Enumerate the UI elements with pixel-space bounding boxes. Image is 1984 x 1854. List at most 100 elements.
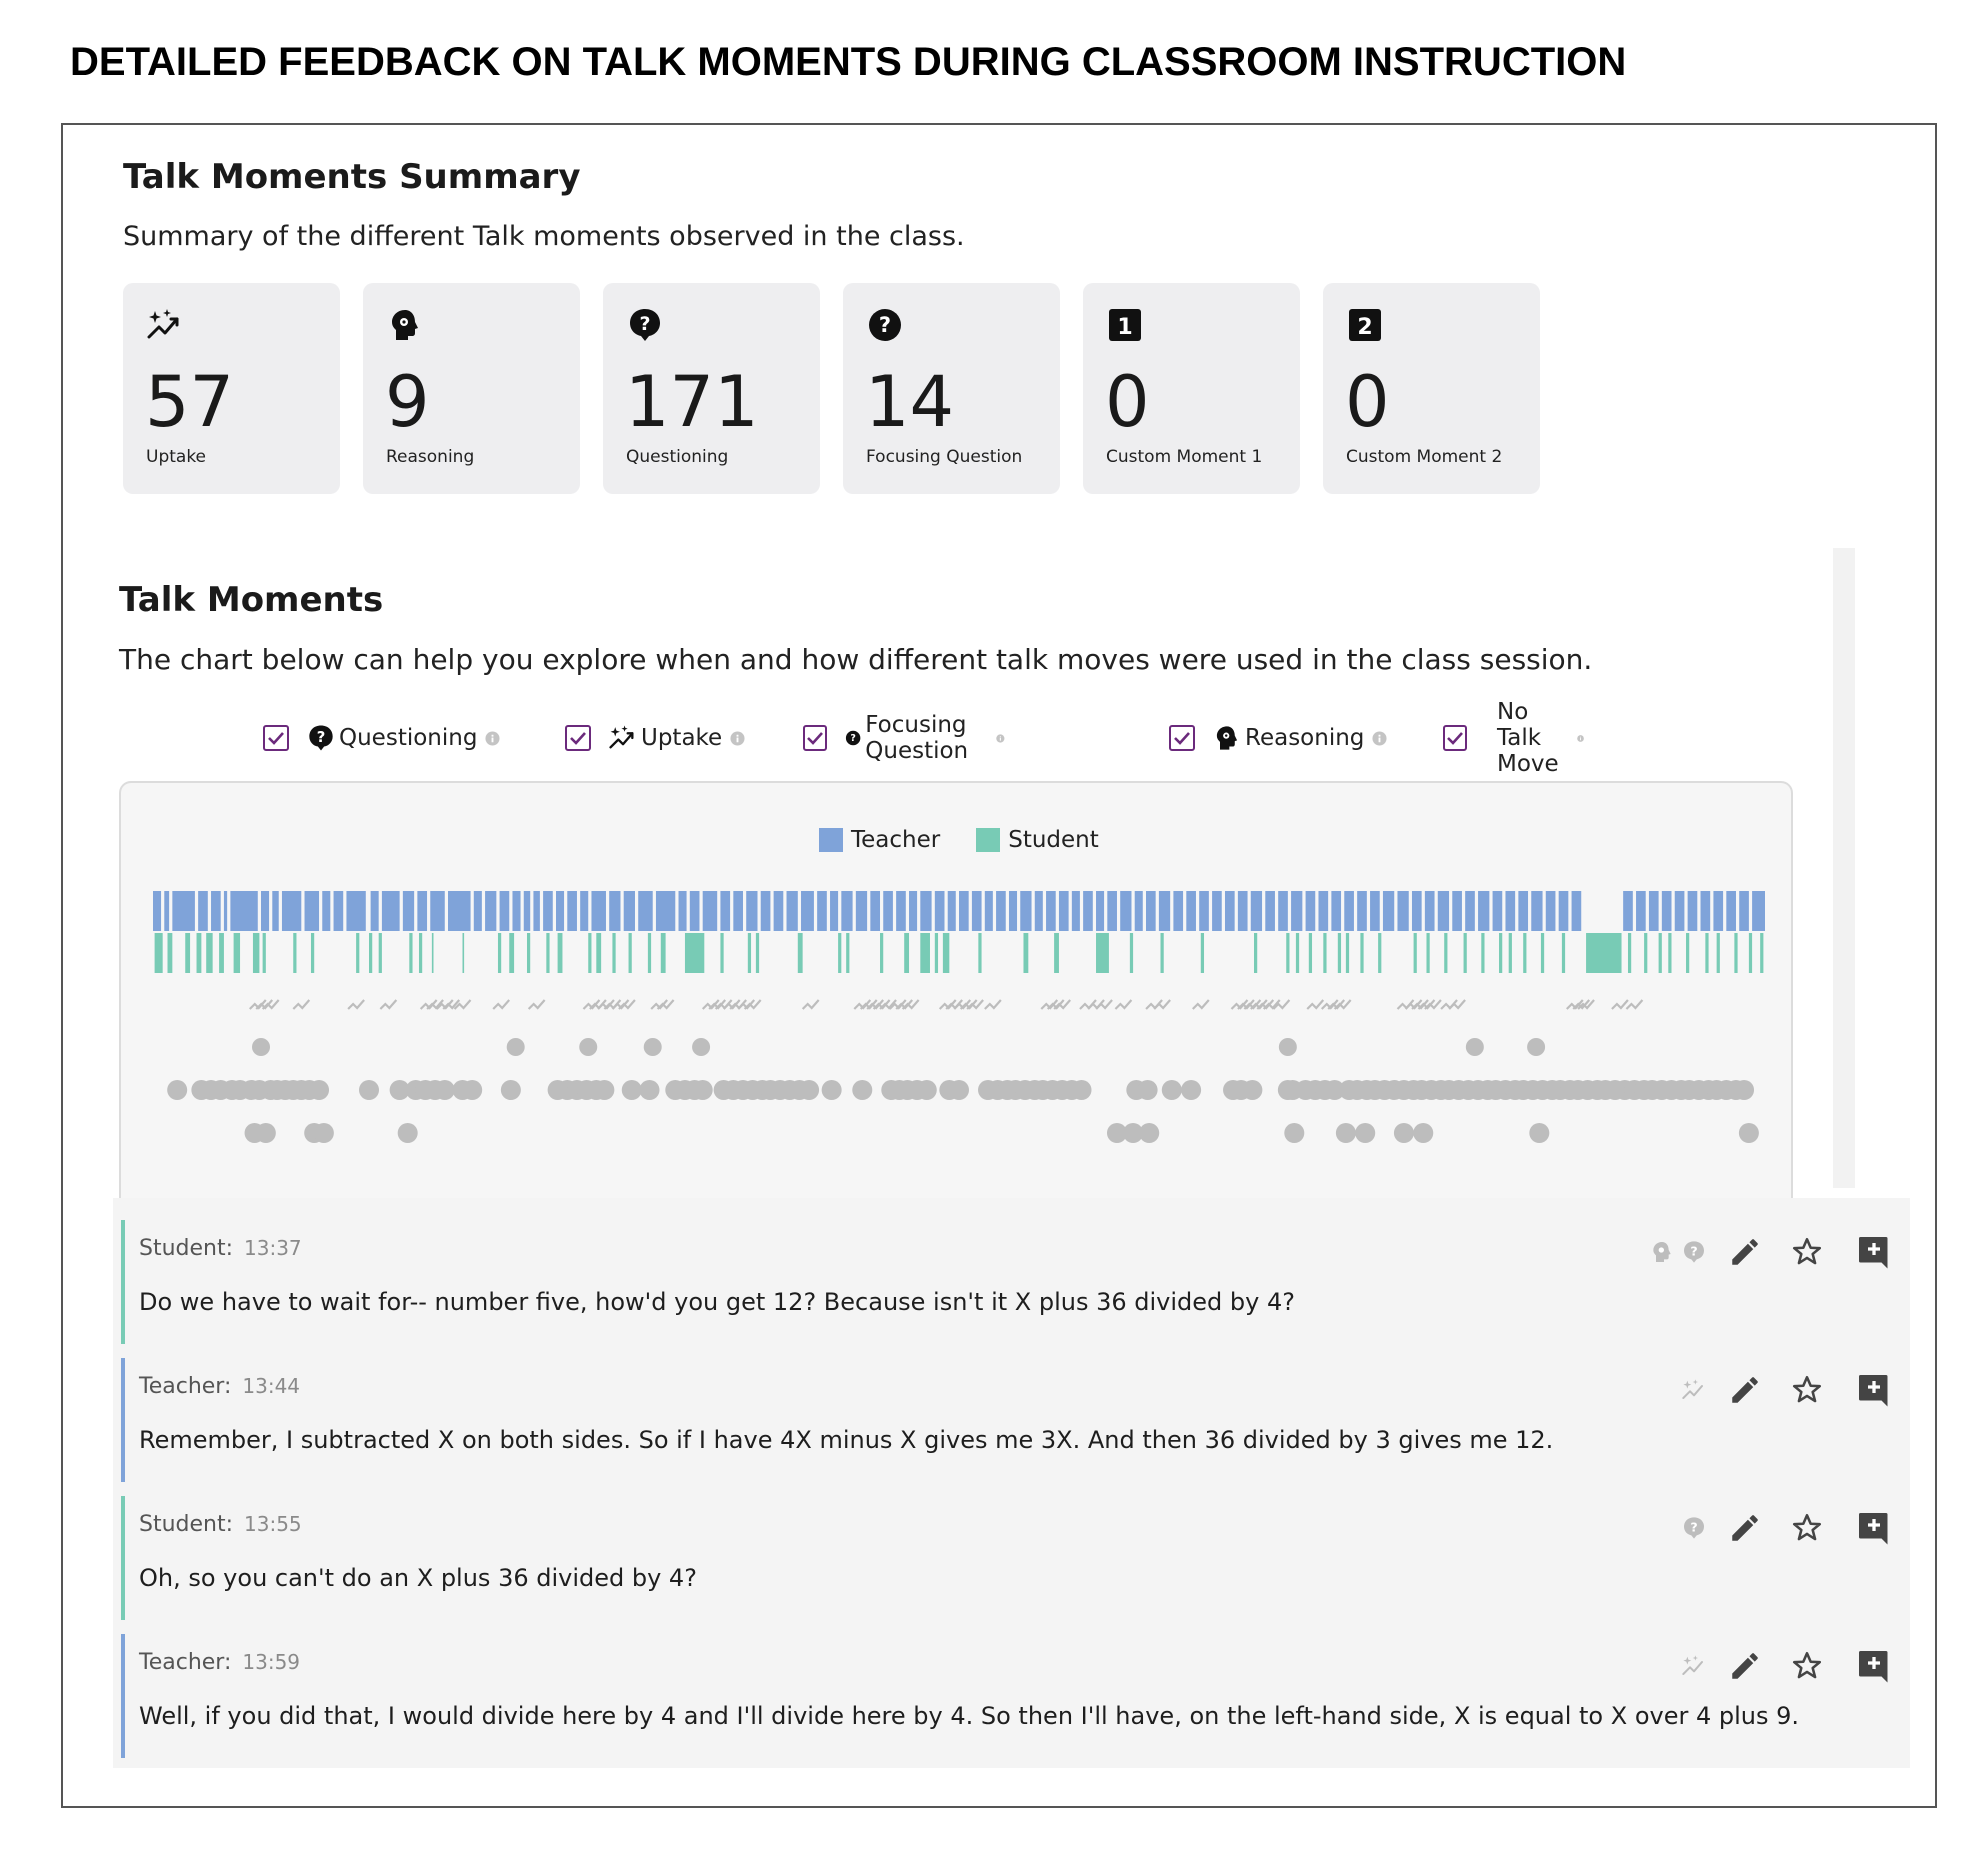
teacher-segment[interactable] [1478, 891, 1490, 931]
student-segment[interactable] [1054, 933, 1059, 973]
teacher-segment[interactable] [760, 891, 771, 931]
legend-teacher[interactable]: Teacher [819, 827, 940, 853]
teacher-segment[interactable] [1008, 891, 1018, 931]
edit-icon[interactable] [1728, 1649, 1762, 1683]
teacher-segment[interactable] [733, 891, 743, 931]
questioning-marker[interactable] [359, 1080, 380, 1100]
student-segment[interactable] [1160, 933, 1164, 973]
student-segment[interactable] [838, 933, 842, 973]
teacher-segment[interactable] [1752, 891, 1765, 931]
questioning-marker[interactable] [916, 1080, 937, 1100]
teacher-segment[interactable] [1558, 891, 1569, 931]
student-segment[interactable] [409, 933, 413, 973]
star-outline-icon[interactable] [1790, 1511, 1824, 1545]
student-segment[interactable] [978, 933, 982, 973]
uptake-marker[interactable] [1095, 999, 1113, 1010]
student-segment[interactable] [526, 933, 531, 973]
questioning-marker[interactable] [1242, 1080, 1263, 1100]
utterance[interactable]: Teacher: 13:44 Remember, I subtracted X … [121, 1358, 1910, 1482]
checkbox-checked-icon[interactable] [1443, 725, 1467, 751]
questioning-marker[interactable] [1139, 1123, 1160, 1143]
teacher-segment[interactable] [1134, 891, 1143, 931]
info-icon[interactable] [1372, 730, 1387, 746]
teacher-segment[interactable] [1726, 891, 1736, 931]
teacher-segment[interactable] [430, 891, 445, 931]
teacher-segment[interactable] [272, 891, 279, 931]
teacher-segment[interactable] [1344, 891, 1354, 931]
teacher-segment[interactable] [1370, 891, 1380, 931]
student-segment[interactable] [1444, 933, 1448, 973]
student-segment[interactable] [934, 933, 939, 973]
teacher-segment[interactable] [1492, 891, 1503, 931]
questioning-marker[interactable] [434, 1080, 455, 1100]
uptake-marker[interactable] [1424, 999, 1442, 1010]
teacher-segment[interactable] [447, 891, 471, 931]
add-comment-icon[interactable] [1856, 1648, 1892, 1684]
questioning-marker[interactable] [1529, 1123, 1550, 1143]
student-segment[interactable] [1200, 933, 1205, 973]
questioning-marker[interactable] [799, 1080, 820, 1100]
utterance[interactable]: Student: 13:55 Oh, so you can't do an X … [121, 1496, 1910, 1620]
info-icon[interactable] [996, 731, 1005, 746]
student-segment[interactable] [747, 933, 752, 973]
teacher-segment[interactable] [1318, 891, 1329, 931]
teacher-segment[interactable] [1700, 891, 1711, 931]
questioning-marker[interactable] [1137, 1080, 1158, 1100]
uptake-marker[interactable] [1262, 999, 1281, 1010]
uptake-marker[interactable] [1448, 999, 1466, 1010]
student-segment[interactable] [1426, 933, 1430, 973]
student-segment[interactable] [755, 933, 760, 973]
teacher-segment[interactable] [920, 891, 932, 931]
edit-icon[interactable] [1728, 1511, 1762, 1545]
questioning-marker[interactable] [1413, 1123, 1434, 1143]
teacher-segment[interactable] [1571, 891, 1582, 931]
teacher-segment[interactable] [689, 891, 700, 931]
teacher-segment[interactable] [211, 891, 221, 931]
teacher-segment[interactable] [1623, 891, 1633, 931]
student-segment[interactable] [797, 933, 803, 973]
student-segment[interactable] [1253, 933, 1258, 973]
teacher-segment[interactable] [1437, 891, 1450, 931]
teacher-segment[interactable] [1278, 891, 1288, 931]
student-segment[interactable] [1686, 933, 1690, 973]
filter-uptake[interactable]: Uptake [565, 718, 745, 758]
uptake-marker[interactable] [901, 999, 920, 1010]
teacher-segment[interactable] [841, 891, 853, 931]
filter-no-talk-move[interactable]: No Talk Move [1443, 699, 1584, 777]
questioning-marker[interactable] [462, 1080, 483, 1100]
student-segment[interactable] [167, 933, 173, 973]
student-segment[interactable] [1413, 933, 1417, 973]
teacher-segment[interactable] [746, 891, 758, 931]
teacher-segment[interactable] [153, 891, 162, 931]
teacher-segment[interactable] [1120, 891, 1132, 931]
teacher-segment[interactable] [402, 891, 415, 931]
questioning-marker[interactable] [621, 1080, 642, 1100]
student-segment[interactable] [1308, 933, 1313, 973]
student-segment[interactable] [252, 933, 260, 973]
info-icon[interactable] [1576, 731, 1584, 746]
student-segment[interactable] [904, 933, 910, 973]
add-comment-icon[interactable] [1856, 1234, 1892, 1270]
student-segment[interactable] [1345, 933, 1350, 973]
student-segment[interactable] [588, 933, 592, 973]
uptake-marker[interactable] [984, 999, 1002, 1010]
teacher-segment[interactable] [896, 891, 906, 931]
teacher-segment[interactable] [801, 891, 814, 931]
reasoning-marker[interactable] [1465, 1038, 1484, 1056]
uptake-marker[interactable] [492, 999, 511, 1010]
reasoning-icon[interactable] [1650, 1240, 1674, 1264]
teacher-segment[interactable] [580, 891, 589, 931]
questioning-marker[interactable] [1106, 1123, 1127, 1143]
teacher-segment[interactable] [1518, 891, 1529, 931]
student-segment[interactable] [1561, 933, 1566, 973]
teacher-segment[interactable] [1545, 891, 1556, 931]
teacher-segment[interactable] [678, 891, 687, 931]
student-segment[interactable] [1760, 933, 1764, 973]
student-segment[interactable] [647, 933, 652, 973]
teacher-segment[interactable] [304, 891, 320, 931]
uptake-icon[interactable] [1682, 1654, 1706, 1678]
uptake-marker[interactable] [1577, 999, 1595, 1010]
teacher-segment[interactable] [346, 891, 366, 931]
teacher-segment[interactable] [1071, 891, 1080, 931]
student-segment[interactable] [1586, 933, 1622, 973]
